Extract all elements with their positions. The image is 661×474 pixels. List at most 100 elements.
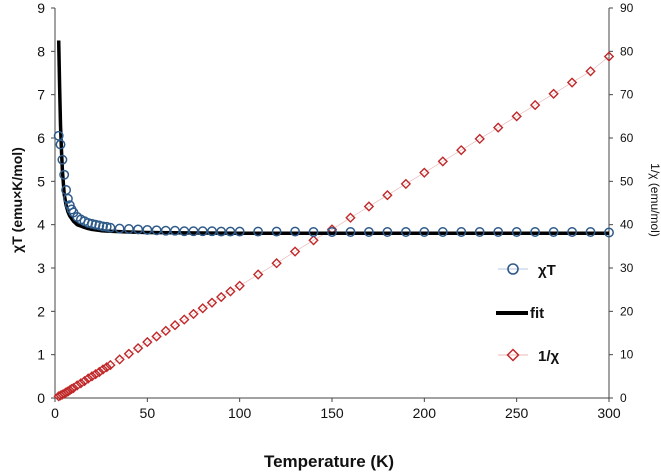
chi-t-point — [308, 227, 319, 237]
chi-t-point — [151, 225, 162, 236]
y-tick-label: 7 — [37, 87, 45, 103]
series-chi-t — [53, 130, 614, 238]
chi-t-point — [133, 224, 144, 235]
legend-chi-t-label: χT — [538, 262, 556, 279]
inverse-chi-point — [225, 286, 236, 297]
y2-tick-label: 20 — [620, 304, 634, 318]
chi-t-point — [207, 226, 217, 237]
inverse-chi-point — [603, 51, 615, 62]
legend-item-fit: fit — [496, 305, 544, 322]
y2-tick-label: 70 — [620, 88, 634, 102]
chi-t-point — [123, 224, 134, 234]
chi-t-point — [234, 226, 245, 237]
chi-t-point — [114, 223, 125, 234]
inverse-chi-point — [75, 378, 87, 389]
inverse-chi-point — [548, 88, 559, 99]
chi-t-point — [493, 227, 504, 237]
y-tick-label: 0 — [37, 390, 45, 406]
inverse-chi-point — [206, 297, 218, 308]
series-fit — [56, 40, 609, 236]
inverse-chi-point — [97, 364, 109, 375]
chi-t-point — [419, 227, 430, 237]
chi-t-point — [160, 225, 171, 236]
chi-t-point — [437, 227, 448, 237]
inverse-chi-point — [151, 331, 162, 342]
inverse-chi-point — [101, 362, 112, 373]
chi-t-point — [216, 226, 227, 237]
chi-t-point — [345, 227, 356, 237]
y-tick-label: 6 — [37, 130, 45, 146]
chi-t-point — [567, 227, 578, 237]
chi-t-point — [548, 227, 559, 237]
inverse-chi-point — [94, 366, 105, 378]
chi-t-point — [604, 227, 614, 238]
chi-t-point — [225, 226, 236, 237]
inverse-chi-point — [188, 308, 199, 320]
chi-t-point — [94, 220, 105, 231]
inverse-chi-point — [234, 280, 245, 291]
inverse-chi-point — [86, 371, 98, 382]
chi-t-point — [474, 227, 485, 237]
y-tick-label: 8 — [37, 43, 45, 59]
inverse-chi-point — [456, 144, 467, 156]
y2-tick-label: 10 — [620, 348, 634, 362]
x-tick-label: 100 — [228, 405, 252, 421]
chi-t-point — [253, 226, 264, 237]
inverse-chi-point — [400, 178, 412, 190]
legend-item-chi-t: χT — [498, 262, 556, 279]
inverse-chi-point — [419, 167, 430, 178]
fit-line — [56, 40, 609, 236]
legend-chi-t-marker — [507, 263, 519, 275]
inverse-chi-point — [83, 373, 94, 384]
chi-t-point — [327, 227, 337, 237]
inverse-chi-point — [160, 325, 171, 337]
y2-tick-label: 40 — [620, 218, 634, 232]
chi-t-point — [382, 227, 393, 237]
inverse-chi-point — [345, 212, 356, 223]
inverse-chi-point — [474, 133, 485, 145]
inverse-chi-point — [363, 201, 375, 212]
inverse-chi-point — [437, 156, 448, 167]
inverse-chi-point — [68, 382, 79, 394]
y2-tick-label: 0 — [620, 391, 627, 405]
chi-t-point — [363, 227, 374, 237]
y-tick-label: 4 — [37, 217, 45, 233]
chi-t-point — [59, 169, 70, 180]
chi-t-point — [170, 225, 180, 236]
y-tick-label: 3 — [37, 260, 45, 276]
x-tick-label: 200 — [413, 405, 437, 421]
chi-t-point — [585, 227, 596, 237]
x-axis-label: Temperature (K) — [264, 452, 394, 471]
axes — [51, 7, 613, 402]
inverse-chi-point — [511, 111, 522, 122]
inverse-chi-point — [382, 190, 393, 201]
inverse-chi-point — [197, 303, 208, 314]
inverse-chi-point — [169, 320, 181, 331]
x-tick-label: 50 — [140, 405, 156, 421]
chi-t-point — [456, 227, 467, 237]
inverse-chi-point — [585, 66, 596, 77]
chi-t-point — [62, 193, 73, 204]
chi-t-point — [290, 226, 301, 237]
chi-t-point — [511, 227, 522, 237]
inverse-chi-point — [216, 291, 227, 303]
y2-tick-label: 30 — [620, 261, 634, 275]
y-tick-label: 1 — [37, 347, 45, 363]
inverse-chi-point — [271, 258, 282, 269]
legend-inverse-chi-marker — [506, 348, 520, 362]
legend-inverse-chi-label: 1/χ — [538, 348, 560, 365]
chi-t-point — [188, 226, 199, 237]
chi-t-point — [400, 227, 411, 237]
inverse-chi-point — [179, 314, 190, 325]
chi-t-point — [98, 221, 108, 232]
inverse-chi-point — [105, 359, 116, 371]
inverse-chi-point — [90, 368, 101, 380]
y2-tick-label: 60 — [620, 131, 634, 145]
inverse-chi-point — [71, 380, 83, 391]
y2-tick-label: 50 — [620, 174, 634, 188]
chi-t-point — [142, 224, 153, 235]
inverse-chi-point — [132, 342, 144, 354]
y-tick-label: 9 — [37, 0, 45, 16]
x-tick-label: 300 — [597, 405, 621, 421]
legend-fit-label: fit — [530, 305, 544, 322]
